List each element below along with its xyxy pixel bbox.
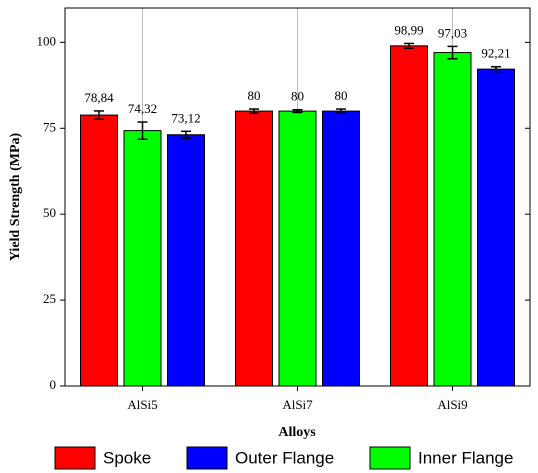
y-tick-label: 75	[43, 119, 56, 134]
value-label: 80	[291, 89, 304, 104]
legend-swatch	[54, 446, 96, 470]
legend-label: Spoke	[103, 448, 151, 467]
value-label: 80	[248, 88, 261, 103]
legend-label: Outer Flange	[235, 448, 334, 467]
x-tick-label: AlSi5	[127, 397, 157, 412]
bar	[278, 110, 317, 387]
x-axis-label: Alloys	[278, 425, 316, 440]
legend-swatch	[186, 446, 228, 470]
bar	[123, 130, 162, 387]
value-label: 73,12	[171, 110, 200, 125]
legend-swatch	[369, 446, 411, 470]
value-label: 92,21	[481, 46, 510, 61]
bar	[322, 110, 360, 387]
value-label: 97,03	[438, 25, 467, 40]
legend-label: Inner Flange	[418, 448, 513, 467]
bar	[235, 110, 273, 387]
x-tick-label: AlSi7	[282, 397, 313, 412]
y-tick-label: 50	[43, 205, 56, 220]
y-tick-label: 100	[37, 33, 57, 48]
value-label: 74,32	[128, 101, 157, 116]
bar	[477, 68, 515, 387]
y-tick-label: 0	[50, 377, 57, 392]
value-label: 80	[335, 88, 348, 103]
bar	[167, 134, 205, 387]
y-axis-label: Yield Strength (MPa)	[8, 133, 23, 262]
value-label: 78,84	[84, 90, 114, 105]
y-tick-label: 25	[43, 291, 56, 306]
bar	[80, 114, 118, 387]
x-tick-label: AlSi9	[437, 397, 467, 412]
bar	[433, 52, 472, 387]
bar	[390, 45, 428, 387]
value-label: 98,99	[394, 22, 423, 37]
